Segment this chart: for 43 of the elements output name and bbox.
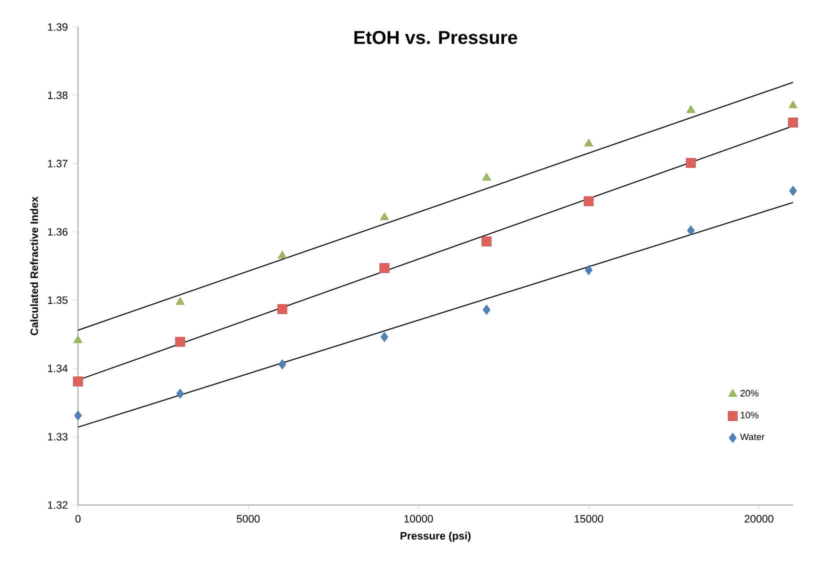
- chart-title: EtOH vs. Pressure: [354, 30, 518, 44]
- point: [584, 265, 592, 276]
- legend-label: 20%: [740, 390, 758, 397]
- y-tick-label: 1.37: [48, 160, 68, 168]
- y-tick-label: 1.32: [48, 501, 68, 509]
- point: [277, 304, 288, 314]
- y-tick-label: 1.35: [48, 296, 68, 304]
- x-tick-label: 20000: [744, 515, 774, 523]
- point: [176, 388, 184, 399]
- point: [788, 100, 798, 108]
- y-tick-label: 1.34: [48, 364, 68, 372]
- point: [482, 304, 490, 315]
- point: [74, 336, 82, 344]
- point: [789, 186, 797, 196]
- x-axis-title: Pressure (psi): [400, 532, 471, 542]
- legend-label: 10%: [740, 412, 758, 418]
- y-axis-title: Calculated Refractive Index: [30, 196, 38, 336]
- x-tick-label: 5000: [236, 515, 260, 523]
- legend-label: Water: [740, 434, 764, 440]
- point: [380, 332, 388, 342]
- point: [73, 376, 83, 386]
- x-tick-label: 10000: [404, 515, 433, 523]
- point: [584, 138, 594, 146]
- point: [278, 250, 287, 258]
- point: [278, 359, 286, 370]
- x-tick-label: 0: [75, 515, 81, 523]
- point: [584, 196, 594, 206]
- y-tick-label: 1.33: [48, 432, 68, 440]
- y-tick-label: 1.36: [48, 228, 68, 236]
- point: [686, 158, 696, 168]
- y-tick-label: 1.38: [48, 92, 68, 100]
- point: [74, 410, 82, 420]
- point: [482, 172, 491, 181]
- point: [175, 336, 186, 347]
- point: [380, 212, 389, 220]
- point: [687, 226, 695, 236]
- point: [379, 263, 390, 273]
- point: [686, 105, 696, 113]
- y-tick-label: 1.39: [48, 23, 68, 31]
- x-tick-label: 15000: [574, 515, 604, 523]
- point: [176, 297, 184, 305]
- point: [788, 118, 798, 128]
- point: [482, 236, 492, 246]
